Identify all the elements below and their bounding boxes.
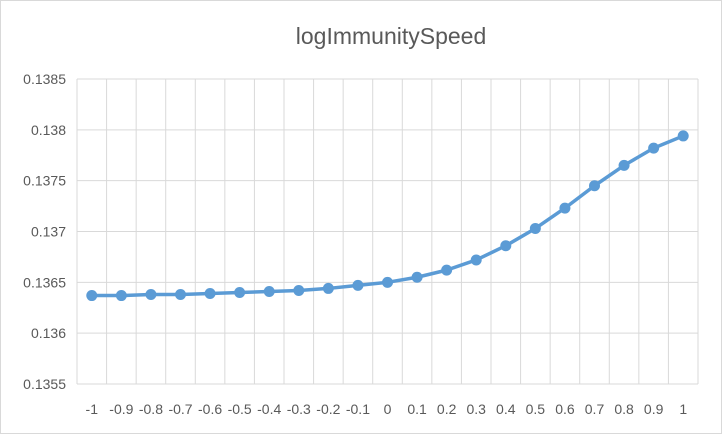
data-point xyxy=(115,290,127,302)
x-tick-label: 0.8 xyxy=(614,401,634,417)
series-group xyxy=(86,130,689,302)
x-tick-label: -0.2 xyxy=(316,401,340,417)
x-tick-label: 0.2 xyxy=(437,401,457,417)
x-tick-label: 0 xyxy=(384,401,392,417)
data-point xyxy=(470,254,482,266)
x-tick-label: -0.5 xyxy=(228,401,252,417)
data-point xyxy=(352,279,364,291)
y-tick-label: 0.1355 xyxy=(23,376,66,392)
data-point xyxy=(618,159,630,171)
x-tick-label: 0.4 xyxy=(496,401,516,417)
x-tick-label: 0.9 xyxy=(644,401,664,417)
y-tick-label: 0.136 xyxy=(31,325,66,341)
y-tick-label: 0.1375 xyxy=(23,173,66,189)
x-tick-label: -0.4 xyxy=(257,401,281,417)
x-tick-label: 1 xyxy=(679,401,687,417)
x-tick-label: -0.1 xyxy=(346,401,370,417)
x-tick-label: -0.7 xyxy=(168,401,192,417)
data-point xyxy=(86,290,98,302)
x-tick-label: 0.5 xyxy=(526,401,546,417)
data-point xyxy=(559,202,571,214)
x-tick-label: -1 xyxy=(86,401,99,417)
y-tick-label: 0.138 xyxy=(31,122,66,138)
y-tick-label: 0.1365 xyxy=(23,274,66,290)
chart-title: logImmunitySpeed xyxy=(296,23,487,49)
data-point xyxy=(648,142,660,154)
data-point xyxy=(677,130,689,142)
x-tick-label: -0.8 xyxy=(139,401,163,417)
data-point xyxy=(382,276,393,288)
y-tick-label: 0.137 xyxy=(31,224,66,240)
data-point xyxy=(500,240,512,252)
data-point xyxy=(322,282,334,294)
data-point xyxy=(293,284,305,296)
vertical-gridlines xyxy=(76,79,699,384)
data-point xyxy=(145,289,157,301)
data-point xyxy=(411,271,423,283)
data-point xyxy=(441,264,453,276)
x-tick-label: 0.6 xyxy=(555,401,575,417)
data-point xyxy=(529,222,541,234)
x-tick-label: -0.3 xyxy=(287,401,311,417)
x-tick-label: 0.7 xyxy=(585,401,605,417)
horizontal-gridlines xyxy=(77,78,698,385)
series-line xyxy=(90,134,685,298)
y-tick-label: 0.1385 xyxy=(23,71,66,87)
y-axis-tick-labels: 0.1355 0.136 0.1365 0.137 0.1375 0.138 0.1385 xyxy=(23,71,66,392)
data-point xyxy=(204,288,216,300)
x-tick-label: -0.6 xyxy=(198,401,222,417)
data-point xyxy=(175,289,186,301)
x-tick-label: 0.1 xyxy=(407,401,427,417)
data-point xyxy=(263,285,275,297)
x-axis-tick-labels: -1 -0.9 -0.8 -0.7 -0.6 -0.5 -0.4 -0.3 -0.2 -0.1 0 0… xyxy=(86,401,688,417)
data-point xyxy=(234,287,246,298)
x-tick-label: -0.9 xyxy=(109,401,133,417)
x-tick-label: 0.3 xyxy=(466,401,486,417)
data-point xyxy=(589,180,600,192)
